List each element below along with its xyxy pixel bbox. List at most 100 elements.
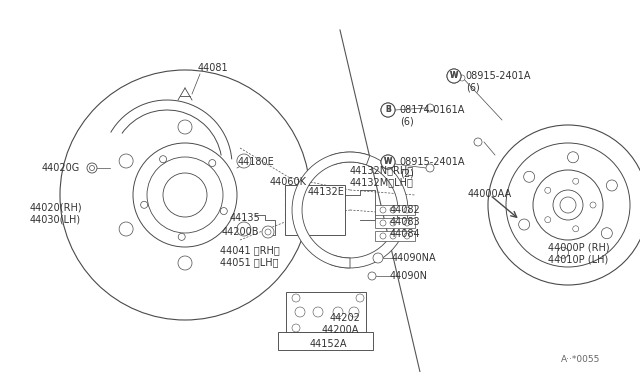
Text: 44000P (RH): 44000P (RH)	[548, 243, 610, 253]
Circle shape	[568, 152, 579, 163]
Bar	[375, 218, 415, 228]
Text: 44083: 44083	[390, 217, 420, 227]
Circle shape	[602, 228, 612, 239]
Text: (2): (2)	[400, 169, 414, 179]
Circle shape	[533, 170, 603, 240]
Circle shape	[178, 233, 185, 240]
Text: 44020G: 44020G	[42, 163, 80, 173]
Circle shape	[237, 222, 251, 236]
Circle shape	[426, 164, 434, 172]
Circle shape	[178, 120, 192, 134]
Text: 44152A: 44152A	[310, 339, 348, 349]
Circle shape	[404, 220, 410, 226]
Text: 44090N: 44090N	[390, 271, 428, 281]
Circle shape	[265, 229, 271, 235]
Circle shape	[573, 178, 579, 184]
Text: 44020(RH): 44020(RH)	[30, 203, 83, 213]
Polygon shape	[292, 152, 370, 268]
Circle shape	[545, 187, 551, 193]
Text: 44051 〈LH〉: 44051 〈LH〉	[220, 257, 278, 267]
Circle shape	[381, 155, 395, 169]
Text: 44202: 44202	[330, 313, 361, 323]
Circle shape	[373, 253, 383, 263]
Text: 44000AA: 44000AA	[468, 189, 512, 199]
Circle shape	[292, 324, 300, 332]
Circle shape	[209, 160, 216, 167]
Circle shape	[292, 294, 300, 302]
Text: B: B	[385, 106, 391, 115]
Text: 44132E: 44132E	[308, 187, 345, 197]
Circle shape	[295, 307, 305, 317]
Circle shape	[381, 103, 395, 117]
Bar	[375, 205, 415, 215]
Circle shape	[141, 201, 148, 208]
Text: B: B	[385, 106, 391, 115]
Circle shape	[178, 256, 192, 270]
Circle shape	[356, 294, 364, 302]
Bar	[285, 185, 345, 235]
Circle shape	[590, 202, 596, 208]
Circle shape	[220, 208, 227, 215]
Circle shape	[573, 226, 579, 232]
Text: 44010P (LH): 44010P (LH)	[548, 255, 608, 265]
Text: 44200B: 44200B	[222, 227, 259, 237]
Circle shape	[381, 155, 395, 169]
Bar	[375, 231, 415, 241]
Circle shape	[262, 226, 274, 238]
Circle shape	[506, 143, 630, 267]
Circle shape	[557, 247, 568, 258]
Text: 44180E: 44180E	[238, 157, 275, 167]
Circle shape	[380, 207, 386, 213]
Circle shape	[474, 138, 482, 146]
Circle shape	[313, 307, 323, 317]
Circle shape	[390, 233, 396, 239]
Circle shape	[545, 217, 551, 223]
Text: 44200A: 44200A	[322, 325, 360, 335]
Circle shape	[390, 220, 396, 226]
Circle shape	[147, 157, 223, 233]
Circle shape	[87, 163, 97, 173]
Circle shape	[119, 154, 133, 168]
Text: (6): (6)	[466, 83, 480, 93]
Text: 44030(LH): 44030(LH)	[30, 215, 81, 225]
Circle shape	[606, 180, 618, 191]
Text: W: W	[450, 71, 458, 80]
Circle shape	[368, 272, 376, 280]
Text: A··*0055: A··*0055	[561, 356, 600, 365]
Circle shape	[333, 307, 343, 317]
Text: 44081: 44081	[198, 63, 228, 73]
Circle shape	[349, 307, 359, 317]
Text: W: W	[384, 157, 392, 167]
Text: W: W	[384, 157, 392, 167]
Circle shape	[119, 222, 133, 236]
Circle shape	[524, 171, 534, 182]
Text: 44041 〈RH〉: 44041 〈RH〉	[220, 245, 280, 255]
Polygon shape	[330, 152, 408, 268]
Circle shape	[381, 103, 395, 117]
Circle shape	[459, 75, 465, 81]
Text: 44084: 44084	[390, 229, 420, 239]
Text: (6): (6)	[400, 117, 413, 127]
Circle shape	[404, 207, 410, 213]
Circle shape	[163, 173, 207, 217]
Circle shape	[553, 190, 583, 220]
Text: 08915-2401A: 08915-2401A	[465, 71, 531, 81]
Circle shape	[518, 219, 530, 230]
Text: 08915-2401A: 08915-2401A	[399, 157, 465, 167]
Bar	[286, 292, 366, 332]
Bar	[278, 332, 373, 350]
Circle shape	[133, 143, 237, 247]
Text: 08174-0161A: 08174-0161A	[399, 105, 465, 115]
Text: 44060K: 44060K	[270, 177, 307, 187]
Text: 44132M〈LH〉: 44132M〈LH〉	[350, 177, 414, 187]
Circle shape	[380, 233, 386, 239]
Circle shape	[560, 197, 576, 213]
Circle shape	[404, 233, 410, 239]
Text: 44090NA: 44090NA	[392, 253, 436, 263]
Circle shape	[380, 220, 386, 226]
Text: W: W	[450, 71, 458, 80]
Circle shape	[237, 154, 251, 168]
Text: 44132N〈RH〉: 44132N〈RH〉	[350, 165, 414, 175]
Circle shape	[90, 166, 95, 170]
Circle shape	[447, 69, 461, 83]
